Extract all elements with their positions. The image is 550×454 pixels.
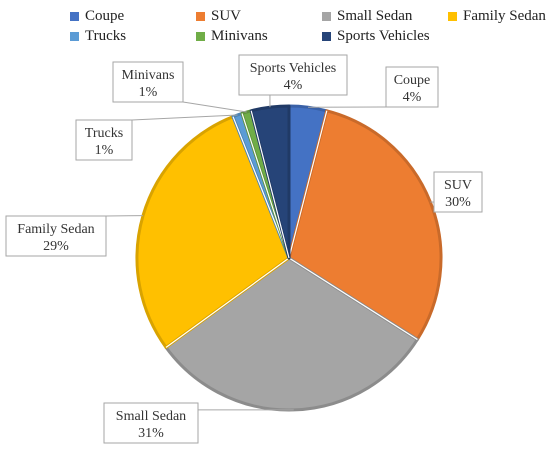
data-label-box-minivans (112, 61, 184, 103)
data-label-value-family-sedan: 29% (43, 239, 69, 254)
legend-item-coupe: Coupe (70, 8, 124, 25)
legend-swatch-trucks (70, 32, 79, 41)
data-label-box-trucks (75, 119, 133, 161)
legend-item-trucks: Trucks (70, 28, 126, 45)
data-label-category-minivans: Minivans (122, 68, 175, 83)
legend-label-minivans: Minivans (211, 28, 268, 44)
legend-label-trucks: Trucks (85, 28, 127, 44)
legend-item-sports-vehicles: Sports Vehicles (322, 28, 430, 45)
pie-slice-separator (232, 116, 290, 259)
data-label-box-small-sedan (103, 402, 199, 444)
data-label-value-suv: 30% (445, 195, 471, 210)
data-label-category-family-sedan: Family Sedan (17, 222, 94, 237)
legend-label-sports-vehicles: Sports Vehicles (337, 28, 430, 44)
legend-label-small-sedan: Small Sedan (337, 8, 413, 24)
pie-slice-separator (288, 257, 418, 340)
data-label-box-coupe (385, 66, 439, 108)
data-label-callouts: Coupe 4% SUV 30% Small Sedan 31% Family Sedan 2… (5, 54, 483, 444)
legend-swatch-suv (196, 12, 205, 21)
pie-slice-separator (288, 110, 328, 259)
data-label-box-family-sedan (5, 215, 107, 257)
legend-item-small-sedan: Small Sedan (322, 8, 412, 25)
data-label-value-trucks: 1% (95, 143, 114, 158)
pie-slice-separator (241, 113, 290, 259)
data-label-category-suv: SUV (444, 178, 472, 193)
legend-swatch-sports-vehicles (322, 32, 331, 41)
legend-label-suv: SUV (211, 8, 242, 24)
pie-slice-separator (165, 257, 290, 348)
pie-slice-separator (250, 110, 290, 259)
legend-item-family-sedan: Family Sedan (448, 8, 546, 25)
legend-swatch-minivans (196, 32, 205, 41)
data-label-category-small-sedan: Small Sedan (116, 409, 186, 424)
data-label-value-minivans: 1% (139, 85, 158, 100)
data-label-category-coupe: Coupe (394, 73, 431, 88)
legend-item-minivans: Minivans (196, 28, 268, 45)
legend-label-family-sedan: Family Sedan (463, 8, 546, 24)
pie-slice-family-sedan (135, 115, 291, 349)
data-label-value-sports-vehicles: 4% (284, 78, 303, 93)
data-label-box-sports-vehicles (238, 54, 348, 96)
pie-slices (135, 104, 443, 412)
leader-line-minivans (182, 101, 247, 113)
data-label-category-trucks: Trucks (85, 126, 123, 141)
data-label-value-coupe: 4% (403, 90, 422, 105)
legend-label-coupe: Coupe (85, 8, 125, 24)
chart-legend: Coupe SUV Small Sedan Family Sedan Truck… (0, 0, 550, 46)
data-label-value-small-sedan: 31% (138, 426, 164, 441)
legend-swatch-coupe (70, 12, 79, 21)
data-label-box-suv (433, 171, 483, 213)
legend-swatch-family-sedan (448, 12, 457, 21)
data-label-category-sports-vehicles: Sports Vehicles (250, 61, 336, 76)
legend-item-suv: SUV (196, 8, 241, 25)
leader-line-trucks (131, 114, 238, 121)
legend-swatch-small-sedan (322, 12, 331, 21)
